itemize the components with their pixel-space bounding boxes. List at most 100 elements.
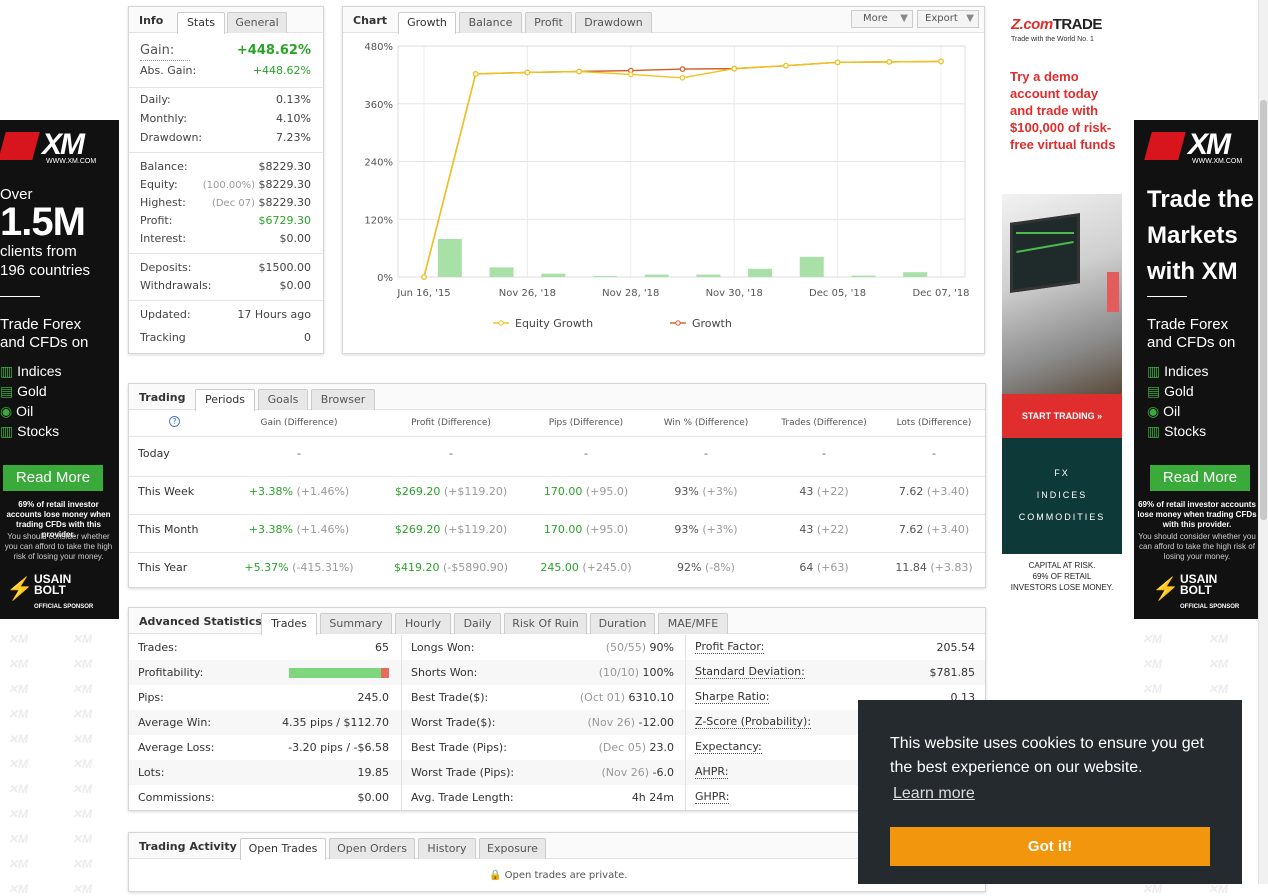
row-divider (129, 552, 985, 553)
table-cell: +5.37% (-415.31%) (209, 561, 389, 574)
data-point (886, 59, 893, 65)
xm-logo: XM WWW.XM.COM (1144, 128, 1242, 165)
x-tick-label: Nov 26, '18 (499, 288, 556, 299)
cell-value: - (704, 447, 708, 460)
tab-profit[interactable]: Profit (525, 12, 572, 33)
stat-value: -3.20 pips / -$6.58 (288, 741, 389, 754)
table-cell: - (734, 447, 914, 460)
chart-icon: ▥ (1147, 363, 1165, 379)
tab-summary[interactable]: Summary (320, 613, 392, 634)
chevron-down-icon: ▼ (900, 13, 908, 24)
tab-duration[interactable]: Duration (590, 613, 655, 634)
y-tick-label: 480% (364, 42, 393, 53)
xm-read-more-button[interactable]: Read More (1150, 465, 1250, 491)
zcom-ad[interactable]: Z.comTRADE Trade with the World No. 1 Tr… (1002, 10, 1122, 595)
xm-watermark-icon: ✕M (8, 657, 29, 671)
help-icon[interactable]: ? (169, 416, 180, 427)
xm-ad-right[interactable]: XM WWW.XM.COM Trade the Markets with XM Tra… (1134, 120, 1258, 619)
start-trading-button[interactable]: START TRADING » (1002, 394, 1122, 438)
stat-value: (Dec 05) 23.0 (599, 741, 674, 754)
drawdown-label: Drawdown: (140, 131, 203, 144)
xm-ad-left[interactable]: XM WWW.XM.COM Over 1.5M clients from 196 … (0, 120, 119, 619)
more-dropdown[interactable]: More ▼ (851, 10, 913, 28)
learn-more-link[interactable]: Learn more (893, 785, 975, 802)
scrollbar-thumb[interactable] (1260, 100, 1267, 520)
cell-value: 64 (799, 561, 814, 574)
tab-open-trades[interactable]: Open Trades (240, 838, 326, 860)
xm-cfds-on: and CFDs on (1147, 334, 1236, 351)
cell-value: 93% (674, 523, 699, 536)
tab-risk-of-ruin[interactable]: Risk Of Ruin (504, 613, 587, 634)
stat-label[interactable]: Z-Score (Probability): (695, 715, 812, 729)
xm-watermark-icon: ✕M (72, 807, 93, 821)
xm-watermark-icon: ✕M (1142, 657, 1163, 671)
tab-hourly[interactable]: Hourly (395, 613, 451, 634)
cell-value: 7.62 (898, 485, 924, 498)
table-cell: 245.00 (+245.0) (496, 561, 676, 574)
xm-official-sponsor: OFFICIAL SPONSOR (34, 604, 94, 610)
data-point (679, 74, 686, 81)
stat-number: 100% (642, 666, 674, 679)
oil-icon: ◉ (0, 403, 17, 419)
column-header: Trades (Difference) (781, 418, 867, 428)
cell-value: $419.20 (393, 561, 440, 574)
cell-value: 43 (799, 523, 814, 536)
gain-value: +448.62% (236, 43, 311, 58)
tab-stats[interactable]: Stats (177, 12, 225, 34)
xm-watermark-icon: ✕M (72, 732, 93, 746)
xm-read-more-button[interactable]: Read More (3, 465, 103, 491)
daily-gain-bar (489, 267, 514, 277)
stat-label[interactable]: Profit Factor: (695, 640, 765, 654)
xm-watermark-icon: ✕M (8, 857, 29, 871)
xm-watermark-icon: ✕M (72, 782, 93, 796)
zcom-products: FX INDICES COMMODITIES (1002, 438, 1122, 554)
cell-value: - (449, 447, 453, 460)
equity-value: $8229.30 (258, 178, 312, 191)
cell-value: - (932, 447, 936, 460)
xm-product-list: ▥ Indices ▤ Gold ◉ Oil ▥ Stocks (1147, 363, 1209, 439)
tab-general[interactable]: General (227, 12, 287, 33)
xm-headline: Trade the Markets with XM (1147, 186, 1254, 285)
chart-title: Chart (353, 14, 388, 27)
stat-value: (10/10) 100% (599, 666, 674, 679)
xm-watermark-icon: ✕M (1208, 682, 1229, 696)
tab-browser[interactable]: Browser (311, 389, 375, 410)
stat-label[interactable]: Expectancy: (695, 740, 762, 754)
tab-open-orders[interactable]: Open Orders (329, 838, 415, 859)
cell-value: 11.84 (895, 561, 927, 574)
stat-label: Average Loss: (138, 741, 215, 754)
tab-history[interactable]: History (418, 838, 476, 859)
tab-growth[interactable]: Growth (398, 12, 456, 34)
cell-difference: (+3.40) (926, 485, 970, 498)
deposits-value: $1500.00 (258, 261, 312, 274)
table-cell: 7.62 (+3.40) (844, 485, 1024, 498)
growth-chart[interactable]: 480% 360% 240% 120% 0%Jun 16, '15 Nov 26, '18… (343, 34, 984, 353)
tab-exposure[interactable]: Exposure (479, 838, 546, 859)
cell-difference: (+$119.20) (443, 485, 508, 498)
tab-mae-mfe[interactable]: MAE/MFE (658, 613, 728, 634)
export-dropdown[interactable]: Export ▼ (917, 10, 979, 28)
stat-label[interactable]: Sharpe Ratio: (695, 690, 770, 704)
tab-daily[interactable]: Daily (454, 613, 501, 634)
xm-watermark-icon: ✕M (8, 632, 29, 646)
xm-official-sponsor: OFFICIAL SPONSOR (1180, 604, 1240, 610)
tab-balance[interactable]: Balance (459, 12, 522, 33)
cell-difference: (+63) (816, 561, 849, 574)
tab-goals[interactable]: Goals (258, 389, 308, 410)
cell-difference: (+22) (816, 485, 849, 498)
tab-trades[interactable]: Trades (261, 613, 317, 635)
stat-value: $781.85 (929, 666, 976, 679)
stat-label[interactable]: Standard Deviation: (695, 665, 805, 679)
equity-pct: (100.00%) (202, 180, 255, 191)
table-cell: +3.38% (+1.46%) (209, 485, 389, 498)
tab-drawdown[interactable]: Drawdown (575, 12, 652, 33)
page-scrollbar[interactable] (1258, 0, 1268, 884)
data-point (731, 65, 738, 72)
xm-watermark-icon: ✕M (1208, 657, 1229, 671)
got-it-button[interactable]: Got it! (890, 827, 1210, 866)
tab-periods[interactable]: Periods (195, 389, 255, 411)
stat-label[interactable]: GHPR: (695, 790, 730, 804)
stat-label[interactable]: AHPR: (695, 765, 729, 779)
y-tick-label: 0% (377, 273, 393, 284)
cell-value: +3.38% (248, 485, 293, 498)
